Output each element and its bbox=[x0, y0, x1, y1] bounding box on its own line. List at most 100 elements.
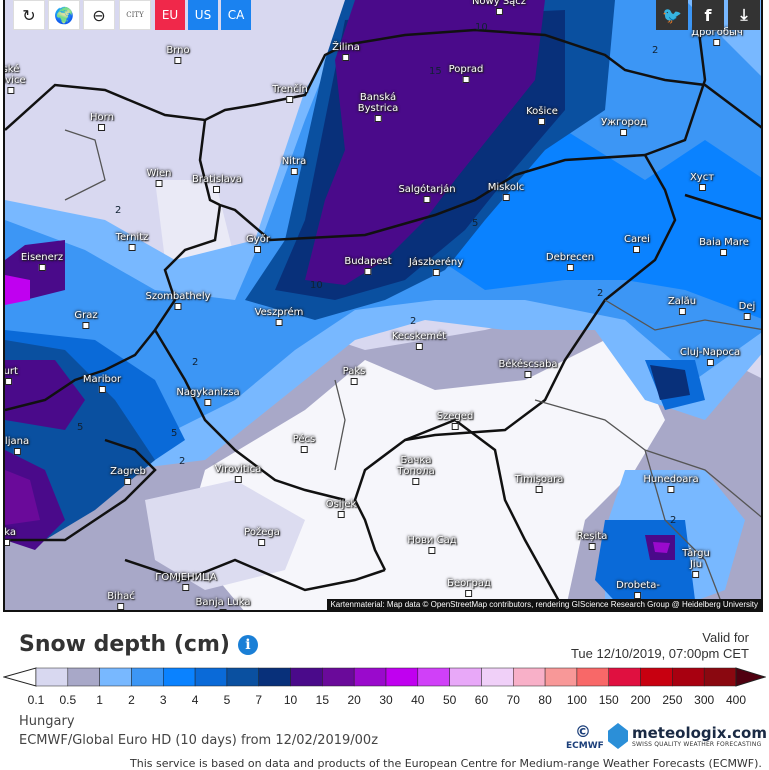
legend-tick: 0.1 bbox=[27, 693, 45, 707]
city-label: Banská Bystrica bbox=[358, 92, 398, 122]
city-label: Drobeta- bbox=[616, 580, 660, 599]
city-marker-icon bbox=[182, 584, 190, 591]
city-toggle-button[interactable]: CITY bbox=[119, 0, 151, 30]
city-label: Békéscsaba bbox=[498, 359, 558, 378]
twitter-share-button[interactable]: 🐦 bbox=[656, 0, 688, 30]
facebook-icon: f bbox=[704, 5, 712, 25]
city-marker-icon bbox=[117, 603, 125, 610]
snow-depth-field bbox=[5, 0, 761, 610]
contour-label: 2 bbox=[192, 357, 199, 368]
region-eu-button[interactable]: EU bbox=[155, 0, 185, 30]
legend-swatch bbox=[672, 667, 705, 687]
city-marker-icon bbox=[342, 54, 350, 61]
city-marker-icon bbox=[415, 343, 423, 350]
city-marker-icon bbox=[98, 386, 106, 393]
snow-depth-map[interactable]: Brno Žilina Poprad Banská Bystrica Košice Ужго… bbox=[3, 0, 763, 612]
city-label: Хуст bbox=[690, 172, 714, 191]
city-label: Дрогобыч bbox=[691, 27, 743, 46]
city-label: Košice bbox=[526, 106, 558, 125]
city-marker-icon bbox=[620, 129, 628, 136]
city-label: Reșita bbox=[577, 531, 607, 550]
city-label: Veszprém bbox=[255, 307, 303, 326]
city-label: ěka bbox=[5, 527, 16, 546]
region-us-button[interactable]: US bbox=[188, 0, 218, 30]
contour-label: 2 bbox=[115, 205, 122, 216]
contour-label: 2 bbox=[652, 45, 659, 56]
city-marker-icon bbox=[174, 57, 182, 64]
city-marker-icon bbox=[462, 76, 470, 83]
legend-swatch bbox=[67, 667, 100, 687]
city-marker-icon bbox=[692, 571, 700, 578]
contour-label: 2 bbox=[179, 456, 186, 467]
legend-title: Snow depth (cm) i bbox=[19, 632, 258, 657]
city-marker-icon bbox=[538, 118, 546, 125]
legend-swatch bbox=[35, 667, 69, 687]
map-attribution[interactable]: Kartenmaterial: Map data © OpenStreetMap… bbox=[327, 599, 761, 610]
city-icon: CITY bbox=[126, 11, 144, 19]
city-marker-icon bbox=[290, 168, 298, 175]
zoom-out-button[interactable]: ⊖ bbox=[83, 0, 115, 30]
contour-label: 15 bbox=[429, 66, 442, 77]
contour-label: 5 bbox=[171, 428, 178, 439]
download-button[interactable]: ⤓ bbox=[728, 0, 760, 30]
legend-tick: 70 bbox=[506, 693, 520, 707]
contour-label: 2 bbox=[597, 288, 604, 299]
city-marker-icon bbox=[350, 378, 358, 385]
city-label: Hunedoara bbox=[643, 474, 699, 493]
city-marker-icon bbox=[698, 184, 706, 191]
city-label: Baia Mare bbox=[699, 237, 749, 256]
contour-label: 2 bbox=[670, 515, 677, 526]
refresh-button[interactable]: ↻ bbox=[13, 0, 45, 30]
city-marker-icon bbox=[465, 590, 473, 597]
footer-disclaimer: This service is based on data and produc… bbox=[130, 757, 762, 770]
city-label: Banja Luka bbox=[196, 597, 250, 610]
city-marker-icon bbox=[678, 308, 686, 315]
legend-swatch bbox=[290, 667, 323, 687]
facebook-share-button[interactable]: f bbox=[692, 0, 724, 30]
color-scale-bar bbox=[3, 667, 766, 687]
region-ca-button[interactable]: CA bbox=[221, 0, 251, 30]
city-label: Graz bbox=[74, 310, 98, 329]
city-marker-icon bbox=[566, 264, 574, 271]
under-arrow bbox=[3, 667, 37, 687]
legend-tick: 15 bbox=[315, 693, 330, 707]
city-marker-icon bbox=[374, 115, 382, 122]
color-scale-ticks: 0.1 0.5 1 2 3 4 5 7 10 15 20 30 40 50 60 70 80 100 150 200 2… bbox=[0, 693, 769, 707]
city-marker-icon bbox=[634, 592, 642, 599]
city-marker-icon bbox=[5, 378, 13, 385]
model-run: ECMWF/Global Euro HD (10 days) from 12/0… bbox=[19, 733, 379, 748]
legend-tick: 150 bbox=[598, 693, 619, 707]
city-label: Нови Сад bbox=[407, 535, 457, 554]
legend-swatch bbox=[226, 667, 259, 687]
city-marker-icon bbox=[286, 96, 294, 103]
contour-label: 2 bbox=[410, 316, 417, 327]
city-marker-icon bbox=[502, 194, 510, 201]
legend-swatch bbox=[576, 667, 609, 687]
contour-label: 5 bbox=[472, 218, 479, 229]
city-marker-icon bbox=[38, 264, 46, 271]
ecmwf-logo: © ECMWF bbox=[566, 722, 604, 751]
city-label: Cluj-Napoca bbox=[680, 347, 740, 366]
city-label: Szombathely bbox=[145, 291, 211, 310]
city-label: ljana bbox=[5, 436, 29, 455]
legend-swatch bbox=[513, 667, 546, 687]
zoom-out-icon: ⊖ bbox=[92, 5, 106, 25]
city-label: Ужгород bbox=[601, 117, 647, 136]
city-label: Virovitica bbox=[215, 464, 261, 483]
legend-swatch bbox=[544, 667, 578, 687]
contour-label: 10 bbox=[310, 280, 323, 291]
meteologix-logo[interactable]: meteologix.com SWISS QUALITY WEATHER FORE… bbox=[608, 723, 767, 749]
city-marker-icon bbox=[412, 478, 420, 485]
city-marker-icon bbox=[451, 423, 459, 430]
legend-swatch bbox=[608, 667, 641, 687]
city-label: Ternitz bbox=[116, 232, 148, 251]
city-label: Nagykanizsa bbox=[176, 387, 240, 406]
city-label: Бачка Топола bbox=[397, 455, 435, 485]
city-marker-icon bbox=[337, 511, 345, 518]
info-icon[interactable]: i bbox=[237, 635, 258, 655]
legend-tick: 10 bbox=[283, 693, 298, 707]
valid-label: Valid for bbox=[702, 630, 749, 645]
city-label: Győr bbox=[246, 234, 270, 253]
city-label: Paks bbox=[343, 366, 365, 385]
globe-location-button[interactable]: 🌍 bbox=[48, 0, 80, 30]
